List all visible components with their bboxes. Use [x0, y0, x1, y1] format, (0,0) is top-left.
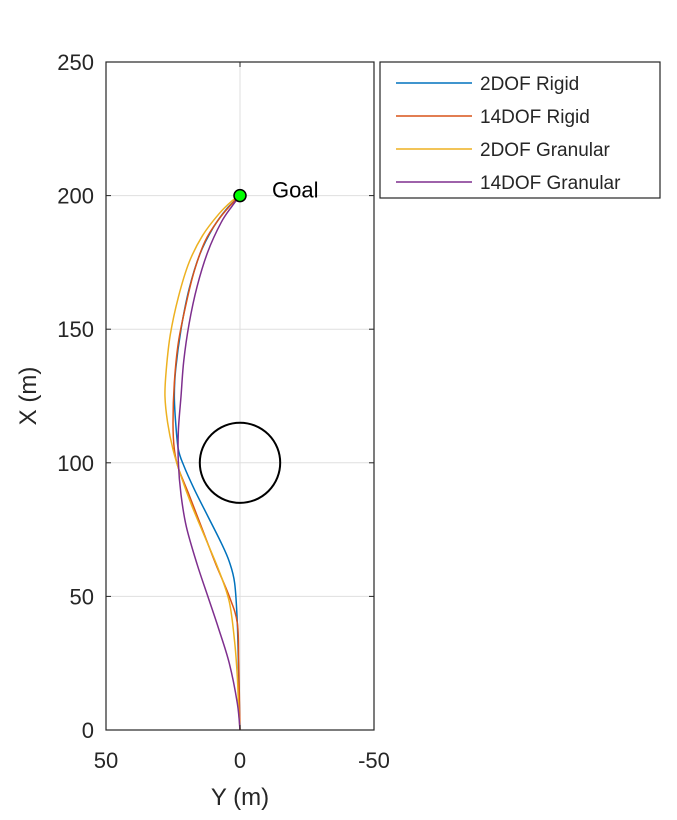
x-axis-label: Y (m) — [211, 784, 269, 811]
series-layer — [164, 194, 241, 731]
y-tick-label: 50 — [70, 584, 94, 609]
goal-marker — [233, 188, 247, 203]
y-tick-label: 100 — [57, 451, 94, 476]
goal-layer: Goal — [233, 178, 318, 203]
obstacle-circle — [198, 421, 282, 504]
y-axis-label: X (m) — [15, 367, 42, 426]
y-tick-label: 250 — [57, 50, 94, 75]
series-line-4 — [177, 195, 241, 731]
x-tick-label: 50 — [94, 748, 118, 773]
legend-label-1: 2DOF Rigid — [480, 74, 579, 95]
series-line-2 — [172, 195, 241, 731]
x-tick-label: -50 — [358, 748, 390, 773]
legend-box — [379, 61, 661, 199]
goal-label: Goal — [272, 178, 318, 203]
grid-lines — [105, 61, 375, 731]
y-tick-label: 200 — [57, 184, 94, 209]
y-tick-label: 150 — [57, 317, 94, 342]
y-tick-label: 0 — [82, 718, 94, 743]
legend-label-2: 14DOF Rigid — [480, 107, 590, 128]
legend-label-4: 14DOF Granular — [480, 173, 621, 194]
x-tick-label: 0 — [234, 748, 246, 773]
series-line-3 — [164, 194, 241, 731]
legend: 2DOF Rigid 14DOF Rigid 2DOF Granular 14DOF … — [379, 61, 661, 199]
legend-label-3: 2DOF Granular — [480, 140, 611, 161]
obstacle-layer — [198, 421, 282, 504]
